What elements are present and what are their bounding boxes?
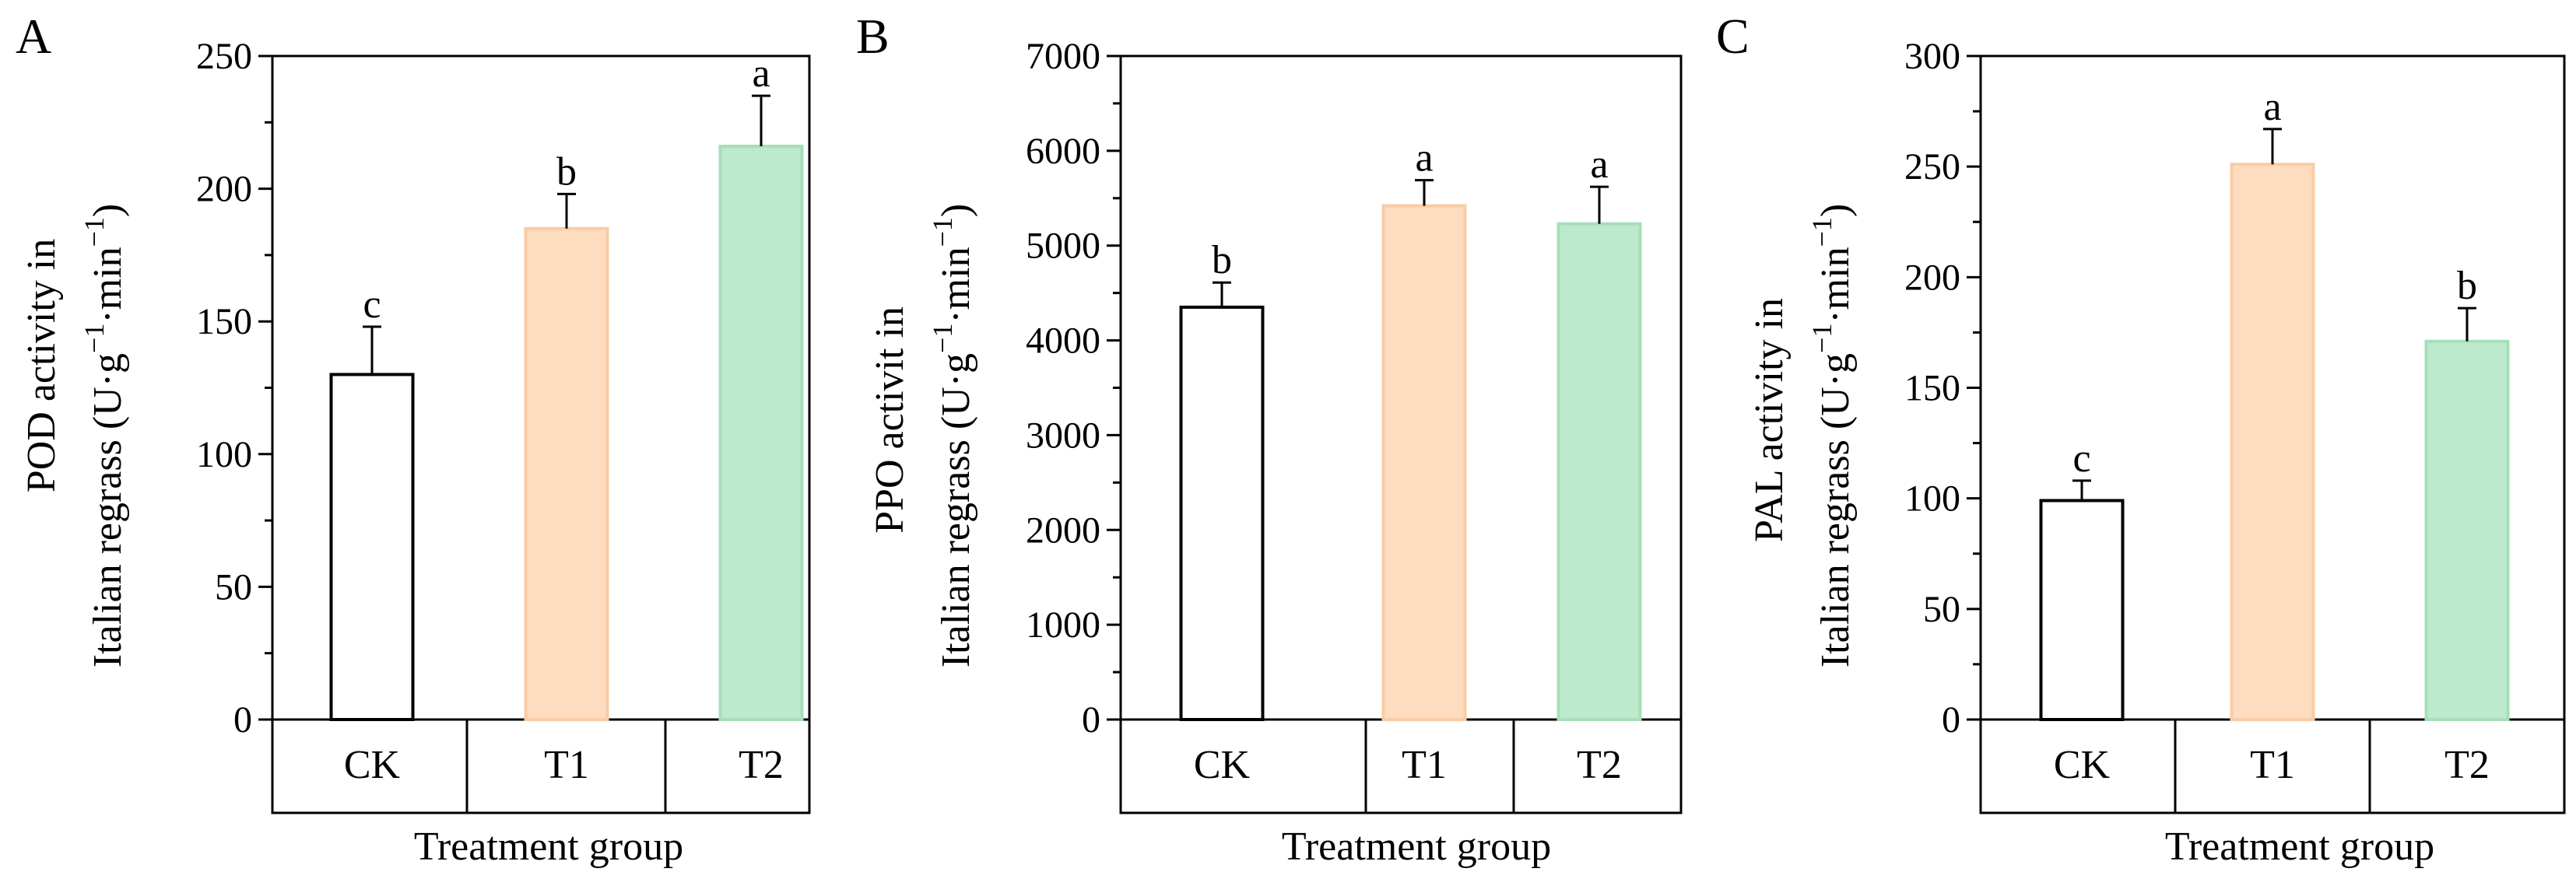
y-tick-label: 0 bbox=[1942, 699, 1960, 741]
y-axis-unit-end: ) bbox=[1813, 204, 1858, 217]
y-tick-label: 5000 bbox=[1026, 226, 1100, 267]
x-axis-title: Treatment group bbox=[1282, 825, 1551, 869]
y-axis-unit-sup2: −1 bbox=[927, 217, 958, 247]
y-axis-unit: Italian regrass (U·g−1·min−1) bbox=[927, 204, 978, 667]
svg-text:Italian regrass (U·g−1·min−1): Italian regrass (U·g−1·min−1) bbox=[79, 204, 130, 667]
y-tick-label: 100 bbox=[1904, 478, 1960, 520]
x-axis-title: Treatment group bbox=[2165, 825, 2434, 869]
category-label: T2 bbox=[1577, 743, 1622, 787]
plot-frame bbox=[271, 54, 811, 814]
y-tick-label: 7000 bbox=[1026, 36, 1100, 77]
y-axis-title: PAL activity in bbox=[1747, 298, 1792, 542]
bar-t1 bbox=[524, 226, 609, 721]
y-axis-title-line1: PPO activit in bbox=[868, 306, 912, 534]
y-tick-label: 100 bbox=[196, 434, 252, 475]
y-axis-unit: Italian regrass (U·g−1·min−1) bbox=[79, 204, 130, 667]
panel-a: A POD activity in Italian regrass (U·g−1… bbox=[16, 9, 811, 869]
bar-t2 bbox=[718, 145, 804, 721]
significance-label: b bbox=[2457, 264, 2477, 308]
y-tick-label: 2000 bbox=[1026, 510, 1100, 551]
y-tick-label: 50 bbox=[1923, 589, 1960, 630]
y-tick-label: 150 bbox=[196, 301, 252, 342]
bar-ck bbox=[1179, 305, 1265, 721]
y-axis-unit: Italian regrass (U·g−1·min−1) bbox=[1806, 204, 1858, 667]
y-tick-label: 0 bbox=[1082, 699, 1100, 741]
panel-letter: C bbox=[1716, 9, 1750, 64]
y-tick-label: 250 bbox=[196, 36, 252, 77]
bar-t1 bbox=[2230, 163, 2315, 722]
category-label: T1 bbox=[1402, 743, 1447, 787]
y-tick-label: 200 bbox=[196, 169, 252, 210]
bar-t2 bbox=[1556, 222, 1642, 721]
category-label: T1 bbox=[2250, 743, 2295, 787]
category-label: T2 bbox=[2444, 743, 2490, 787]
y-axis-unit-mid: ·min bbox=[86, 247, 130, 323]
y-axis-title: PPO activit in bbox=[868, 306, 912, 534]
bar-t1 bbox=[1381, 204, 1467, 721]
significance-label: a bbox=[1590, 142, 1608, 187]
y-tick-label: 300 bbox=[1904, 36, 1960, 77]
y-axis-unit-sup1: −1 bbox=[79, 324, 110, 353]
bar-ck bbox=[2039, 499, 2125, 721]
y-axis-unit-end: ) bbox=[86, 204, 130, 217]
y-axis-unit-mid: ·min bbox=[934, 247, 978, 323]
category-label: T1 bbox=[544, 743, 589, 787]
significance-label: b bbox=[556, 149, 577, 194]
significance-label: a bbox=[1415, 136, 1433, 180]
y-axis-title-line1: PAL activity in bbox=[1747, 298, 1792, 542]
panel-c: C PAL activity in Italian regrass (U·g−1… bbox=[1716, 9, 2566, 869]
panel-letter: A bbox=[16, 9, 51, 64]
x-axis-title: Treatment group bbox=[414, 825, 683, 869]
y-axis-unit-sup1: −1 bbox=[927, 324, 958, 353]
y-tick-label: 200 bbox=[1904, 257, 1960, 298]
category-label: CK bbox=[2054, 743, 2111, 787]
y-axis-title-line2: Italian regrass (U·g bbox=[934, 353, 978, 667]
y-axis-unit-end: ) bbox=[934, 204, 978, 217]
plot-frame bbox=[1979, 54, 2566, 814]
y-tick-label: 3000 bbox=[1026, 415, 1100, 456]
y-tick-label: 6000 bbox=[1026, 131, 1100, 172]
y-axis-unit-sup2: −1 bbox=[79, 217, 110, 247]
svg-text:Italian regrass (U·g−1·min−1): Italian regrass (U·g−1·min−1) bbox=[927, 204, 978, 667]
panel-b: B PPO activit in Italian regrass (U·g−1·… bbox=[856, 9, 1683, 869]
y-tick-label: 150 bbox=[1904, 368, 1960, 409]
bar-ck bbox=[329, 373, 415, 721]
category-label: T2 bbox=[739, 743, 784, 787]
y-tick-label: 250 bbox=[1904, 146, 1960, 187]
y-axis-unit-sup1: −1 bbox=[1806, 324, 1837, 353]
significance-label: a bbox=[2263, 85, 2281, 129]
category-label: CK bbox=[1194, 743, 1251, 787]
significance-label: b bbox=[1212, 238, 1232, 282]
svg-text:Italian regrass (U·g−1·min−1): Italian regrass (U·g−1·min−1) bbox=[1806, 204, 1858, 667]
y-tick-label: 4000 bbox=[1026, 320, 1100, 362]
significance-label: c bbox=[2072, 436, 2090, 481]
y-axis-title-line1: POD activity in bbox=[19, 239, 64, 492]
y-tick-label: 1000 bbox=[1026, 604, 1100, 646]
significance-label: a bbox=[752, 51, 770, 96]
y-tick-label: 0 bbox=[233, 699, 252, 741]
bar-t2 bbox=[2424, 339, 2510, 721]
panel-letter: B bbox=[856, 9, 890, 64]
y-axis-title-line2: Italian regrass (U·g bbox=[86, 353, 130, 667]
y-axis-title-line2: Italian regrass (U·g bbox=[1813, 353, 1858, 667]
y-axis-unit-sup2: −1 bbox=[1806, 217, 1837, 247]
y-axis-title: POD activity in bbox=[19, 239, 64, 492]
significance-label: c bbox=[363, 282, 381, 327]
y-tick-label: 50 bbox=[215, 566, 252, 608]
y-axis-unit-mid: ·min bbox=[1813, 247, 1858, 323]
category-label: CK bbox=[344, 743, 401, 787]
